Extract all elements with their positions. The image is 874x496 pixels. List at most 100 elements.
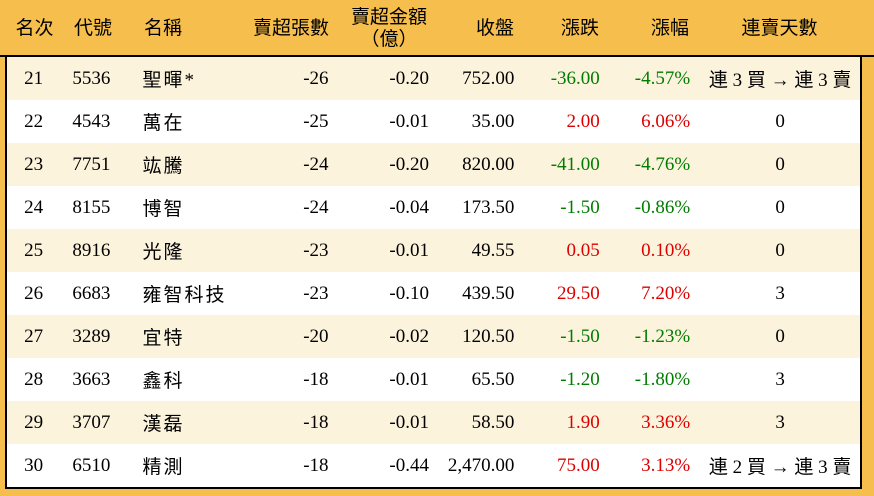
table-row: 29 3707 漢磊 -18 -0.01 58.50 1.90 3.36% 3 <box>7 401 860 444</box>
cell-net-sell-volume: -18 <box>303 411 329 433</box>
cell-net-sell-volume: -23 <box>303 239 329 261</box>
col-header-change: 漲跌 <box>560 17 599 39</box>
cell-rank: 29 <box>24 411 44 433</box>
col-header-net-sell-amount-line1: 賣超金額 <box>350 7 427 29</box>
cell-code: 7751 <box>72 153 111 175</box>
cell-net-sell-amount: -0.10 <box>389 282 429 304</box>
cell-change-pct: -1.23% <box>634 325 691 347</box>
cell-change: 2.00 <box>566 110 600 132</box>
cell-net-sell-volume: -25 <box>303 110 329 132</box>
cell-code: 3663 <box>72 368 111 390</box>
col-header-streak: 連賣天數 <box>741 17 818 39</box>
cell-rank: 23 <box>24 153 44 175</box>
cell-name: 漢磊 <box>142 414 185 435</box>
cell-close: 65.50 <box>471 368 515 390</box>
header-row: 名次 代號 名稱 賣超張數 賣超金額 （億） 收盤 漲跌 漲幅 連賣天數 <box>7 0 860 57</box>
cell-code: 3289 <box>72 325 111 347</box>
cell-close: 752.00 <box>462 67 515 89</box>
cell-code: 8916 <box>72 239 111 261</box>
cell-net-sell-volume: -23 <box>303 282 329 304</box>
cell-rank: 22 <box>24 110 44 132</box>
cell-code: 4543 <box>72 110 111 132</box>
cell-change-pct: 3.36% <box>641 411 691 433</box>
table-header-band: 名次 代號 名稱 賣超張數 賣超金額 （億） 收盤 漲跌 漲幅 連賣天數 <box>0 0 874 57</box>
cell-name: 光隆 <box>142 242 185 263</box>
cell-net-sell-amount: -0.02 <box>389 325 429 347</box>
table-row: 23 7751 竑騰 -24 -0.20 820.00 -41.00 -4.76… <box>7 143 860 186</box>
cell-net-sell-amount: -0.01 <box>389 411 429 433</box>
cell-close: 49.55 <box>471 239 515 261</box>
cell-streak: 0 <box>775 110 785 132</box>
cell-net-sell-amount: -0.01 <box>389 239 429 261</box>
cell-streak: 連 3 買 → 連 3 賣 <box>708 70 852 91</box>
cell-change: -1.50 <box>560 325 600 347</box>
cell-streak: 0 <box>775 239 785 261</box>
cell-streak: 0 <box>775 153 785 175</box>
cell-net-sell-amount: -0.01 <box>389 368 429 390</box>
col-header-code: 代號 <box>73 17 112 39</box>
col-header-net-sell-amount: 賣超金額 （億） <box>339 0 439 57</box>
cell-streak: 連 2 買 → 連 3 賣 <box>708 457 852 478</box>
col-header-close: 收盤 <box>475 17 514 39</box>
cell-streak: 0 <box>775 325 785 347</box>
cell-net-sell-volume: -24 <box>303 153 329 175</box>
cell-net-sell-volume: -20 <box>303 325 329 347</box>
cell-net-sell-amount: -0.20 <box>389 153 429 175</box>
cell-name: 博智 <box>142 199 185 220</box>
table-row: 24 8155 博智 -24 -0.04 173.50 -1.50 -0.86%… <box>7 186 860 229</box>
cell-code: 6683 <box>72 282 111 304</box>
cell-code: 6510 <box>72 454 111 476</box>
cell-name: 萬在 <box>142 113 185 134</box>
cell-net-sell-amount: -0.01 <box>389 110 429 132</box>
cell-rank: 21 <box>24 67 44 89</box>
cell-code: 8155 <box>72 196 111 218</box>
cell-name: 鑫科 <box>142 371 185 392</box>
col-header-net-sell-amount-line2: （億） <box>360 28 418 50</box>
cell-change: -1.50 <box>560 196 600 218</box>
cell-change: -36.00 <box>550 67 600 89</box>
cell-rank: 28 <box>24 368 44 390</box>
cell-change-pct: 3.13% <box>641 454 691 476</box>
cell-net-sell-amount: -0.44 <box>389 454 429 476</box>
col-header-change-pct: 漲幅 <box>650 17 689 39</box>
table-row: 26 6683 雍智科技 -23 -0.10 439.50 29.50 7.20… <box>7 272 860 315</box>
cell-close: 120.50 <box>462 325 515 347</box>
table-row: 22 4543 萬在 -25 -0.01 35.00 2.00 6.06% 0 <box>7 100 860 143</box>
cell-close: 35.00 <box>471 110 515 132</box>
table-row: 28 3663 鑫科 -18 -0.01 65.50 -1.20 -1.80% … <box>7 358 860 401</box>
cell-close: 820.00 <box>462 153 515 175</box>
cell-rank: 27 <box>24 325 44 347</box>
cell-name: 宜特 <box>142 328 185 349</box>
table-body: 21 5536 聖暉* -26 -0.20 752.00 -36.00 -4.5… <box>5 57 862 489</box>
cell-change: -41.00 <box>550 153 600 175</box>
net-sell-ranking-table: 21 5536 聖暉* -26 -0.20 752.00 -36.00 -4.5… <box>7 57 860 487</box>
cell-change-pct: -4.76% <box>634 153 691 175</box>
cell-change-pct: -1.80% <box>634 368 691 390</box>
cell-streak: 3 <box>775 282 785 304</box>
cell-rank: 30 <box>24 454 44 476</box>
cell-change-pct: -4.57% <box>634 67 691 89</box>
header-row-table: 名次 代號 名稱 賣超張數 賣超金額 （億） 收盤 漲跌 漲幅 連賣天數 <box>7 0 860 57</box>
cell-change-pct: 6.06% <box>641 110 691 132</box>
cell-net-sell-volume: -18 <box>303 368 329 390</box>
table-row: 25 8916 光隆 -23 -0.01 49.55 0.05 0.10% 0 <box>7 229 860 272</box>
table-row: 27 3289 宜特 -20 -0.02 120.50 -1.50 -1.23%… <box>7 315 860 358</box>
cell-change-pct: -0.86% <box>634 196 691 218</box>
cell-name: 聖暉* <box>142 70 197 91</box>
cell-net-sell-amount: -0.20 <box>389 67 429 89</box>
cell-change-pct: 7.20% <box>641 282 691 304</box>
col-header-net-sell-volume: 賣超張數 <box>252 17 329 39</box>
cell-name: 雍智科技 <box>142 285 227 306</box>
col-header-name: 名稱 <box>144 17 183 39</box>
cell-change-pct: 0.10% <box>641 239 691 261</box>
cell-change: 29.50 <box>557 282 600 304</box>
cell-close: 2,470.00 <box>447 454 515 476</box>
cell-net-sell-volume: -26 <box>303 67 329 89</box>
cell-name: 竑騰 <box>142 156 185 177</box>
cell-code: 5536 <box>72 67 111 89</box>
cell-change: 1.90 <box>566 411 600 433</box>
cell-streak: 0 <box>775 196 785 218</box>
table-row: 21 5536 聖暉* -26 -0.20 752.00 -36.00 -4.5… <box>7 57 860 100</box>
cell-close: 173.50 <box>462 196 515 218</box>
cell-net-sell-volume: -18 <box>303 454 329 476</box>
